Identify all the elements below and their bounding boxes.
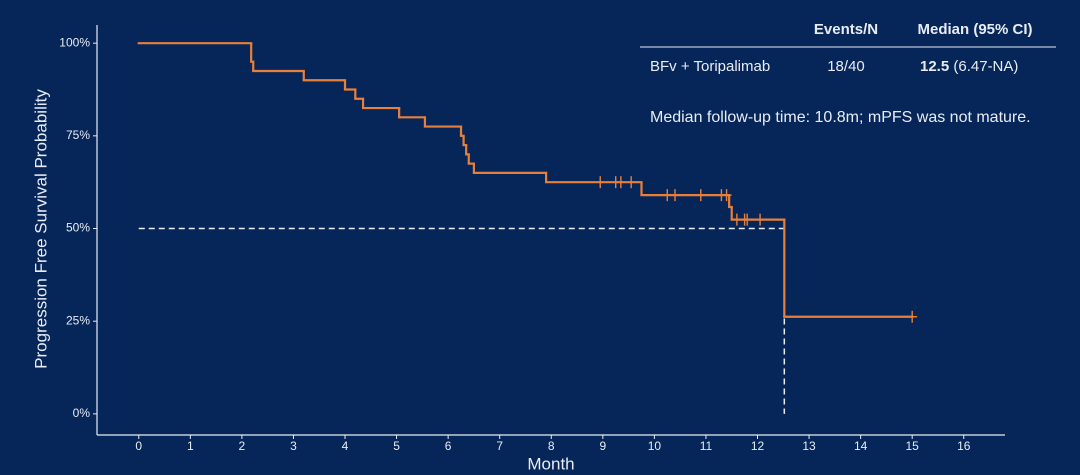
censor-mark xyxy=(626,176,637,189)
x-tick-label: 13 xyxy=(802,439,816,453)
y-tick-label: 0% xyxy=(73,406,91,420)
y-tick-label: 50% xyxy=(66,221,90,235)
y-axis-title: Progression Free Survival Probability xyxy=(31,89,50,369)
table-events: 18/40 xyxy=(827,58,865,75)
x-tick-label: 0 xyxy=(135,439,142,453)
x-tick-label: 12 xyxy=(751,439,765,453)
x-tick-label: 3 xyxy=(290,439,297,453)
x-tick-label: 5 xyxy=(393,439,400,453)
x-tick-label: 14 xyxy=(854,439,868,453)
x-tick-label: 6 xyxy=(445,439,452,453)
annotation: Median follow-up time: 10.8m; mPFS was n… xyxy=(650,109,1031,126)
censor-mark xyxy=(907,310,918,323)
x-tick-label: 7 xyxy=(496,439,503,453)
censor-mark xyxy=(595,176,606,189)
censor-mark xyxy=(615,176,626,189)
y-tick-label: 100% xyxy=(59,35,90,49)
x-tick-label: 4 xyxy=(342,439,349,453)
x-tick-label: 1 xyxy=(187,439,194,453)
y-tick-label: 25% xyxy=(66,313,90,327)
x-tick-label: 10 xyxy=(648,439,662,453)
x-tick-label: 9 xyxy=(599,439,606,453)
table-row-label: BFv + Toripalimab xyxy=(650,58,770,75)
table-header: Events/N xyxy=(814,21,878,38)
censor-mark xyxy=(721,189,732,202)
x-tick-label: 11 xyxy=(700,439,713,453)
y-tick-label: 75% xyxy=(66,128,90,142)
censor-mark xyxy=(755,213,766,226)
table-median-cell: 12.5 (6.47-NA) xyxy=(920,58,1018,75)
table-header: Median (95% CI) xyxy=(917,21,1032,38)
censor-mark xyxy=(695,189,706,202)
table-median: 12.5 xyxy=(920,58,949,75)
x-tick-label: 2 xyxy=(239,439,246,453)
x-tick-label: 16 xyxy=(957,439,971,453)
x-axis-title: Month xyxy=(527,454,574,473)
x-tick-label: 8 xyxy=(548,439,555,453)
censor-mark xyxy=(670,189,681,202)
x-tick-label: 15 xyxy=(906,439,920,453)
table-ci: (6.47-NA) xyxy=(953,58,1018,75)
censor-mark xyxy=(742,213,753,226)
